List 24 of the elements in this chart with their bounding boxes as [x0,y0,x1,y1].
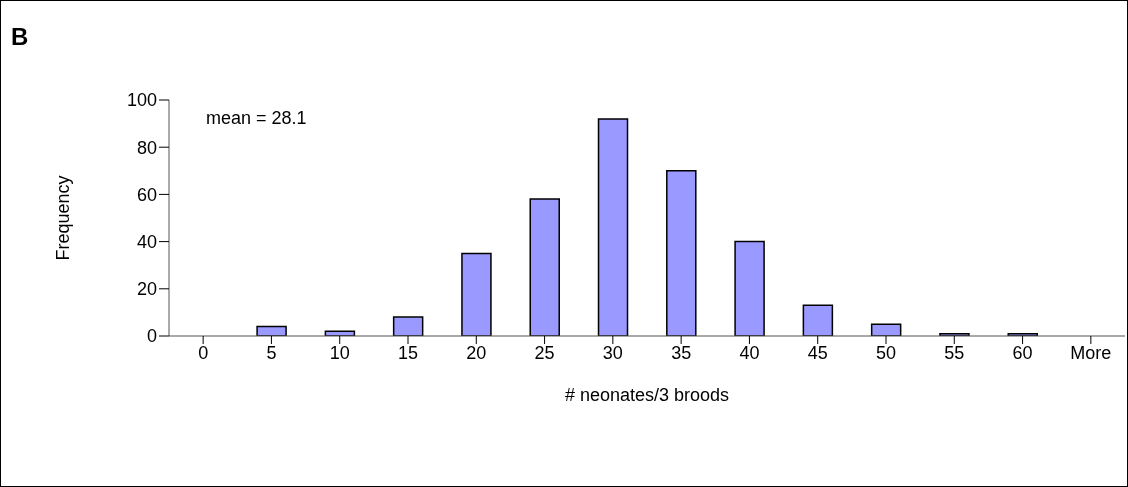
x-tick-label: 30 [602,342,623,363]
y-tick-label: 40 [136,231,157,252]
x-tick-label: 35 [671,342,692,363]
y-axis-title: Frequency [53,175,74,261]
x-tick-label: 60 [1012,342,1033,363]
y-tick-label: 80 [136,137,157,158]
y-tick-label: 20 [136,279,157,300]
x-axis-title: # neonates/3 broods [564,384,730,405]
x-tick-label: More [1070,342,1112,363]
x-tick-label: 15 [397,342,419,363]
annotation: mean = 28.1 [206,108,307,129]
x-tick-label: 50 [875,342,897,363]
y-tick-label: 100 [126,90,157,111]
x-tick-label: 0 [198,342,209,363]
x-tick-label: 20 [466,342,487,363]
x-tick-label: 25 [534,342,555,363]
x-tick-label: 10 [329,342,350,363]
x-tick-label: 45 [807,342,828,363]
chart-title: B [11,23,29,51]
x-tick-label: 5 [266,342,277,363]
y-tick-label: 0 [146,326,157,347]
x-tick-label: 40 [739,342,760,363]
x-tick-label: 55 [944,342,965,363]
y-tick-label: 60 [136,184,157,205]
